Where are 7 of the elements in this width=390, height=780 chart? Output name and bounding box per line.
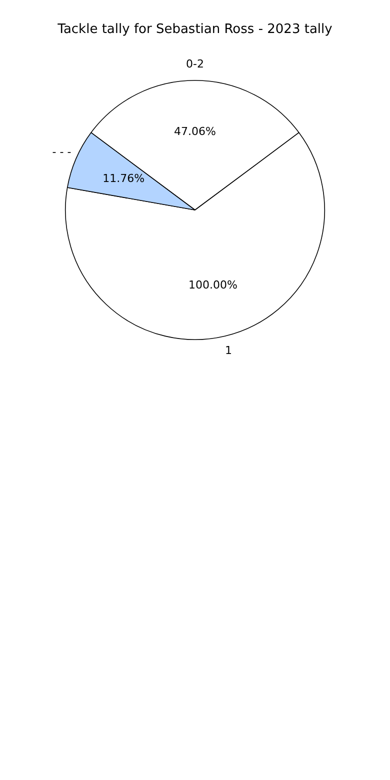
slice-label: 1 xyxy=(224,344,232,358)
slice-label: 0-2 xyxy=(186,58,204,71)
data-label: 47.06% xyxy=(174,125,216,138)
data-label: 100.00% xyxy=(188,278,238,292)
chart-title: Tackle tally for Sebastian Ross - 2023 tally xyxy=(56,22,334,37)
slice-label: - - - xyxy=(52,145,72,158)
data-label: 11.76% xyxy=(102,172,145,186)
